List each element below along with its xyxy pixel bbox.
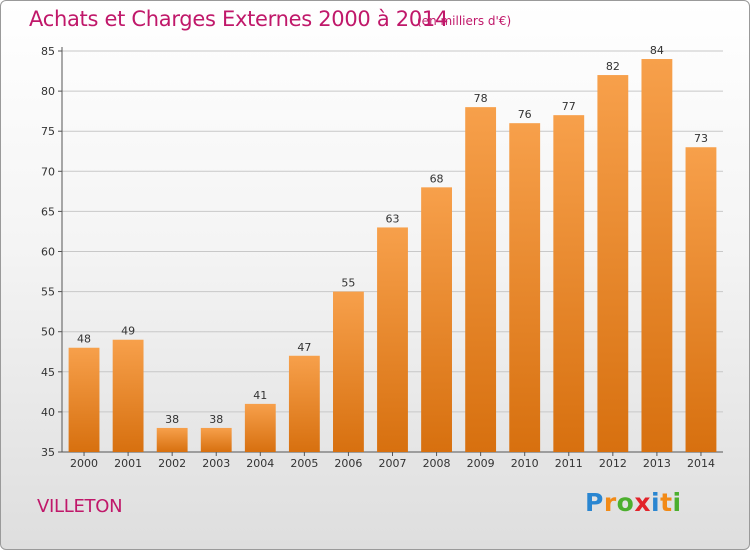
value-label: 73 xyxy=(694,132,708,145)
x-tick-label: 2001 xyxy=(114,457,142,470)
value-label: 68 xyxy=(430,172,444,185)
logo-letter: t xyxy=(660,488,673,517)
y-tick-label: 50 xyxy=(41,326,55,339)
y-tick-label: 70 xyxy=(41,165,55,178)
commune-name: VILLETON xyxy=(37,496,123,517)
value-label: 63 xyxy=(386,212,400,225)
logo-letter: r xyxy=(603,488,617,517)
y-tick-label: 45 xyxy=(41,366,55,379)
bar-2004 xyxy=(244,403,276,452)
y-tick-label: 55 xyxy=(41,286,55,299)
bar-2006 xyxy=(333,291,364,452)
labels: 35 40 45 50 55 60 65 70 75 80 85 48 2000 49 2001 38 2002… xyxy=(41,44,715,470)
value-label: 41 xyxy=(253,389,267,402)
value-label: 47 xyxy=(297,341,311,354)
value-label: 49 xyxy=(121,325,135,338)
bar-2000 xyxy=(68,347,100,452)
logo-letter: o xyxy=(616,488,635,517)
x-tick-label: 2002 xyxy=(158,457,186,470)
value-label: 48 xyxy=(77,333,91,346)
bar-2007 xyxy=(377,227,408,452)
x-tick-label: 2007 xyxy=(379,457,407,470)
value-label: 77 xyxy=(562,100,576,113)
x-tick-label: 2011 xyxy=(555,457,583,470)
y-tick-label: 85 xyxy=(41,45,55,58)
x-tick-label: 2014 xyxy=(687,457,715,470)
value-label: 38 xyxy=(209,413,223,426)
value-label: 82 xyxy=(606,60,620,73)
value-label: 78 xyxy=(474,92,488,105)
logo-letter: i xyxy=(672,488,682,517)
chart-title: Achats et Charges Externes 2000 à 2014 xyxy=(29,7,449,31)
bar-2009 xyxy=(465,107,497,452)
bar-2013 xyxy=(641,59,673,453)
value-label: 38 xyxy=(165,413,179,426)
bar-2012 xyxy=(597,75,629,452)
value-label: 84 xyxy=(650,44,664,57)
bar-2010 xyxy=(509,123,541,453)
chart-subtitle: (en milliers d'€) xyxy=(417,14,512,28)
logo-letter: P xyxy=(585,488,604,517)
x-tick-label: 2008 xyxy=(423,457,451,470)
bar-2003 xyxy=(200,427,232,452)
bar-2011 xyxy=(553,115,585,452)
logo-letter: x xyxy=(634,488,651,517)
y-tick-label: 35 xyxy=(41,446,55,459)
x-tick-label: 2012 xyxy=(599,457,627,470)
y-tick-label: 40 xyxy=(41,406,55,419)
value-label: 76 xyxy=(518,108,532,121)
x-tick-label: 2004 xyxy=(246,457,274,470)
y-tick-label: 75 xyxy=(41,125,55,138)
bars xyxy=(68,59,717,453)
bar-2005 xyxy=(288,355,320,452)
x-tick-label: 2009 xyxy=(467,457,495,470)
x-tick-label: 2006 xyxy=(334,457,362,470)
value-label: 55 xyxy=(341,277,355,290)
y-tick-label: 60 xyxy=(41,246,55,259)
y-tick-label: 80 xyxy=(41,85,55,98)
x-tick-label: 2003 xyxy=(202,457,230,470)
x-tick-label: 2010 xyxy=(511,457,539,470)
bar-2001 xyxy=(112,339,144,452)
proxiti-logo: Proxiti xyxy=(585,488,682,517)
bar-2008 xyxy=(421,187,452,452)
bar-2014 xyxy=(685,147,717,453)
y-tick-label: 65 xyxy=(41,205,55,218)
bar-2002 xyxy=(156,427,188,452)
x-tick-label: 2000 xyxy=(70,457,98,470)
logo-letter: i xyxy=(651,488,661,517)
x-tick-label: 2013 xyxy=(643,457,671,470)
x-tick-label: 2005 xyxy=(290,457,318,470)
